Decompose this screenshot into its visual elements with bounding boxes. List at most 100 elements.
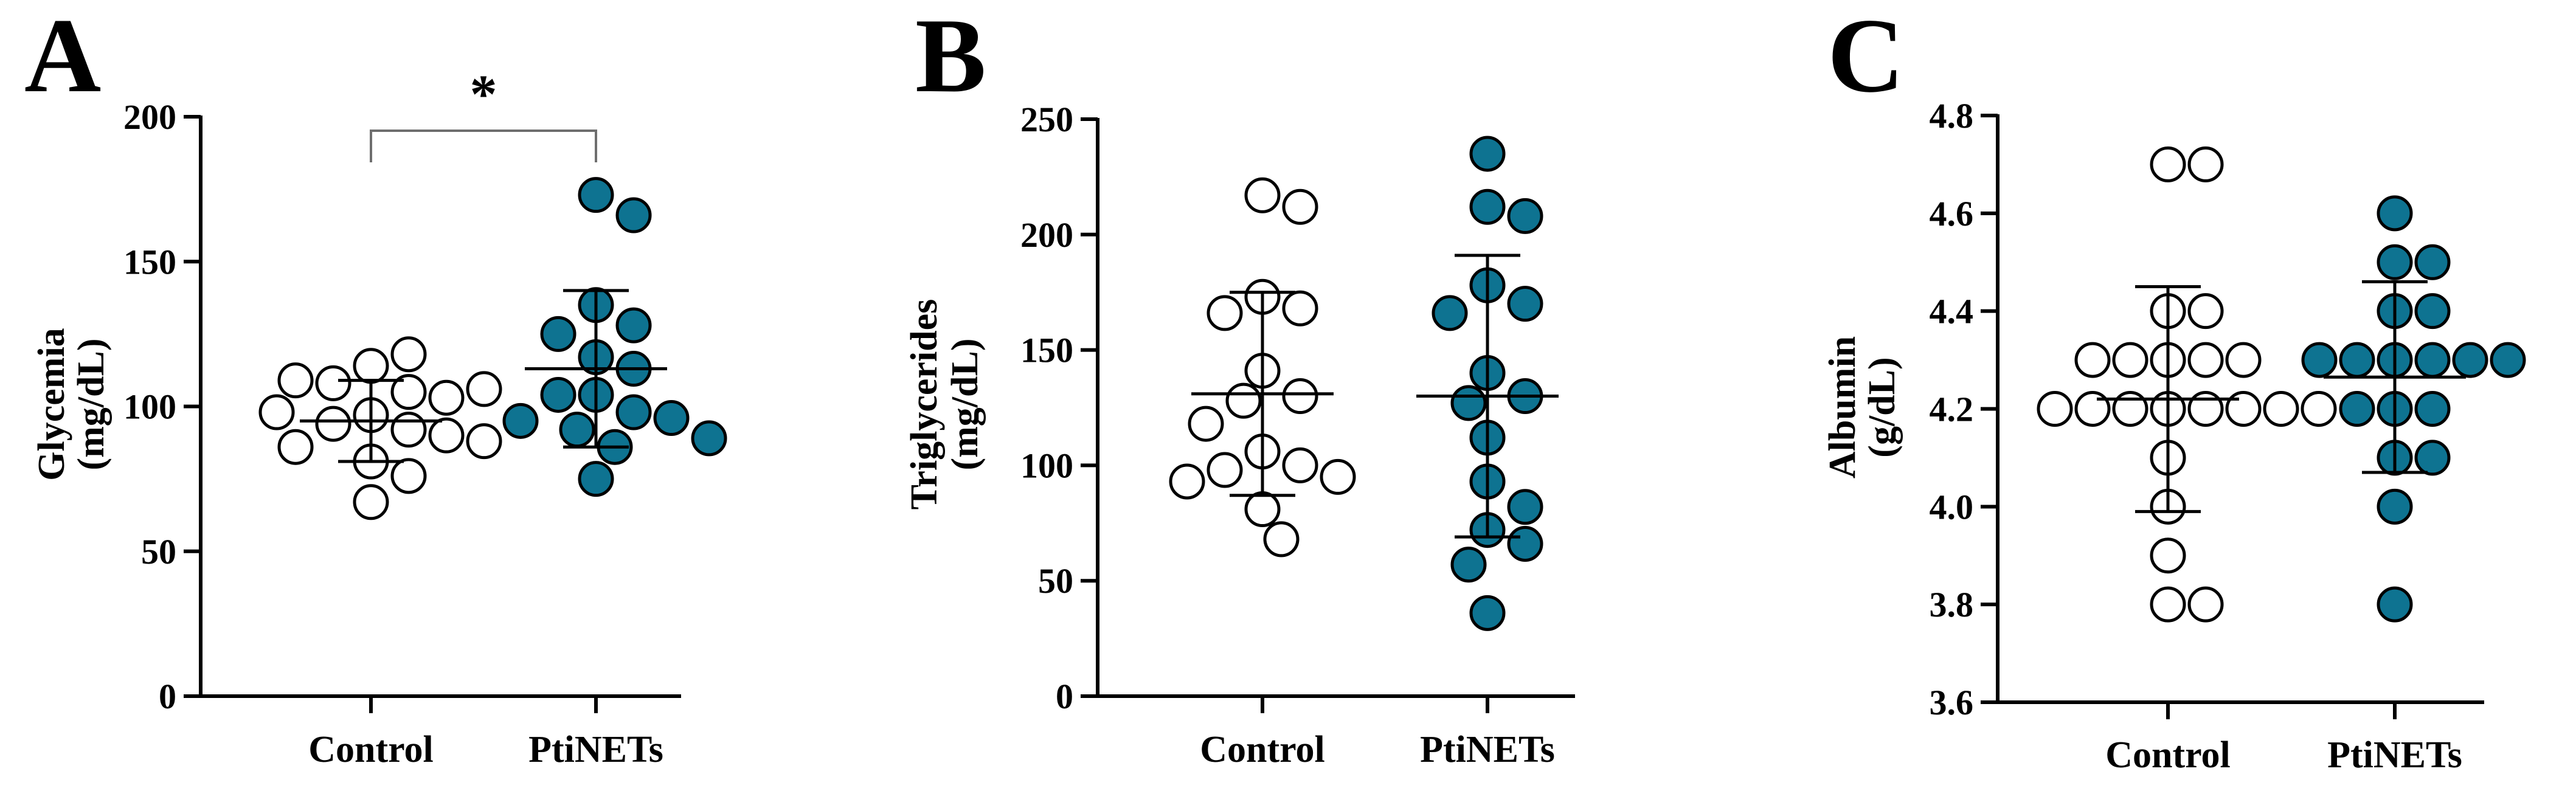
panel-letter-a: A (24, 0, 101, 114)
data-point (1450, 547, 1487, 583)
data-point (353, 348, 389, 384)
data-point (540, 376, 576, 413)
data-point (615, 197, 652, 233)
data-point (578, 177, 614, 213)
data-point (578, 461, 614, 497)
data-point (653, 400, 690, 437)
x-tick-label-ptinets: PtiNETs (2327, 734, 2462, 776)
data-point (540, 316, 576, 352)
data-point (277, 429, 314, 465)
y-axis-label-line1: Triglycerides (904, 299, 945, 510)
y-axis-label-line2: (mg/dL) (944, 339, 986, 471)
panel-c: C Albumin (g/dL) Control PtiNETs 3.6 3.8 4… (1822, 0, 2526, 776)
data-point (1207, 295, 1243, 331)
data-point (2112, 391, 2148, 427)
data-point (2150, 146, 2186, 182)
data-point (1469, 188, 1506, 225)
y-tick-label: 4.8 (1930, 96, 1974, 136)
significance-star: * (470, 64, 497, 125)
data-point (2414, 440, 2451, 476)
y-tick-label: 250 (1020, 100, 1073, 139)
y-tick-label: 50 (1038, 561, 1073, 601)
data-point (2301, 391, 2337, 427)
x-tick-label-ptinets: PtiNETs (528, 729, 663, 770)
data-point (1450, 385, 1487, 421)
y-tick-label: 200 (123, 97, 176, 137)
significance-bracket (370, 130, 597, 162)
data-point (502, 402, 539, 439)
panel-a: A Glycemia (mg/dL) Control PtiNETs * 0 50… (24, 0, 727, 770)
data-point (1282, 378, 1318, 415)
data-point (2187, 586, 2224, 623)
data-point (2414, 342, 2451, 378)
data-point (1207, 452, 1243, 488)
x-tick-label-ptinets: PtiNETs (1420, 729, 1555, 770)
data-point (2225, 342, 2262, 378)
data-point (1469, 595, 1506, 631)
data-point (1244, 491, 1281, 528)
data-point (2037, 391, 2073, 427)
data-point (1169, 463, 1205, 500)
data-point (2187, 342, 2224, 378)
y-axis-label-line2: (g/dL) (1861, 357, 1903, 457)
data-point (390, 458, 427, 494)
data-point (2339, 391, 2375, 427)
y-tick-label: 4.0 (1930, 487, 1974, 527)
data-point (466, 423, 502, 460)
data-point (1244, 177, 1281, 213)
y-tick-label: 100 (1020, 446, 1073, 485)
data-point (2150, 586, 2186, 623)
data-point (1507, 525, 1543, 562)
data-point (2414, 293, 2451, 330)
y-tick-label: 3.6 (1930, 683, 1974, 722)
data-point (2377, 195, 2413, 232)
data-point (1188, 406, 1224, 442)
data-point (2074, 391, 2111, 427)
data-point (2112, 342, 2148, 378)
data-point (390, 374, 427, 410)
data-point (1507, 198, 1543, 234)
data-point (615, 394, 652, 430)
data-point (559, 412, 595, 448)
data-point (2377, 244, 2413, 280)
data-point (2301, 342, 2338, 378)
y-tick-label: 100 (123, 387, 176, 427)
data-point (353, 484, 389, 520)
data-point (2187, 391, 2224, 427)
y-tick-label: 150 (1020, 331, 1073, 370)
data-point (2187, 293, 2224, 330)
data-point (1320, 458, 1356, 495)
data-point (615, 307, 652, 344)
data-point (2187, 146, 2224, 182)
data-point (466, 371, 502, 407)
y-axis-label-line1: Albumin (1822, 336, 1863, 478)
data-point (2074, 342, 2111, 378)
y-tick-label: 4.4 (1930, 292, 1974, 331)
data-point (2150, 537, 2186, 574)
data-point (2414, 391, 2451, 427)
data-point (1432, 295, 1468, 331)
y-tick-label: 3.8 (1930, 585, 1974, 624)
y-tick-label: 50 (141, 532, 176, 572)
y-tick-label: 150 (123, 242, 176, 282)
data-point (2339, 342, 2375, 378)
data-point (1282, 188, 1318, 225)
y-tick-label: 0 (159, 677, 176, 716)
y-tick-label: 200 (1020, 215, 1073, 255)
y-tick-label: 4.2 (1930, 390, 1974, 429)
data-point (2490, 342, 2526, 378)
y-tick-label: 4.6 (1930, 194, 1974, 233)
data-point (2414, 244, 2451, 280)
data-point (428, 417, 465, 454)
data-point (315, 365, 351, 401)
data-point (2377, 488, 2413, 525)
data-point (277, 362, 314, 399)
y-tick-label: 0 (1056, 677, 1073, 716)
data-point (428, 379, 465, 416)
data-point (258, 394, 295, 430)
data-point (1507, 286, 1543, 322)
data-point (2377, 586, 2413, 623)
data-point (390, 412, 427, 448)
data-point (1282, 447, 1318, 483)
